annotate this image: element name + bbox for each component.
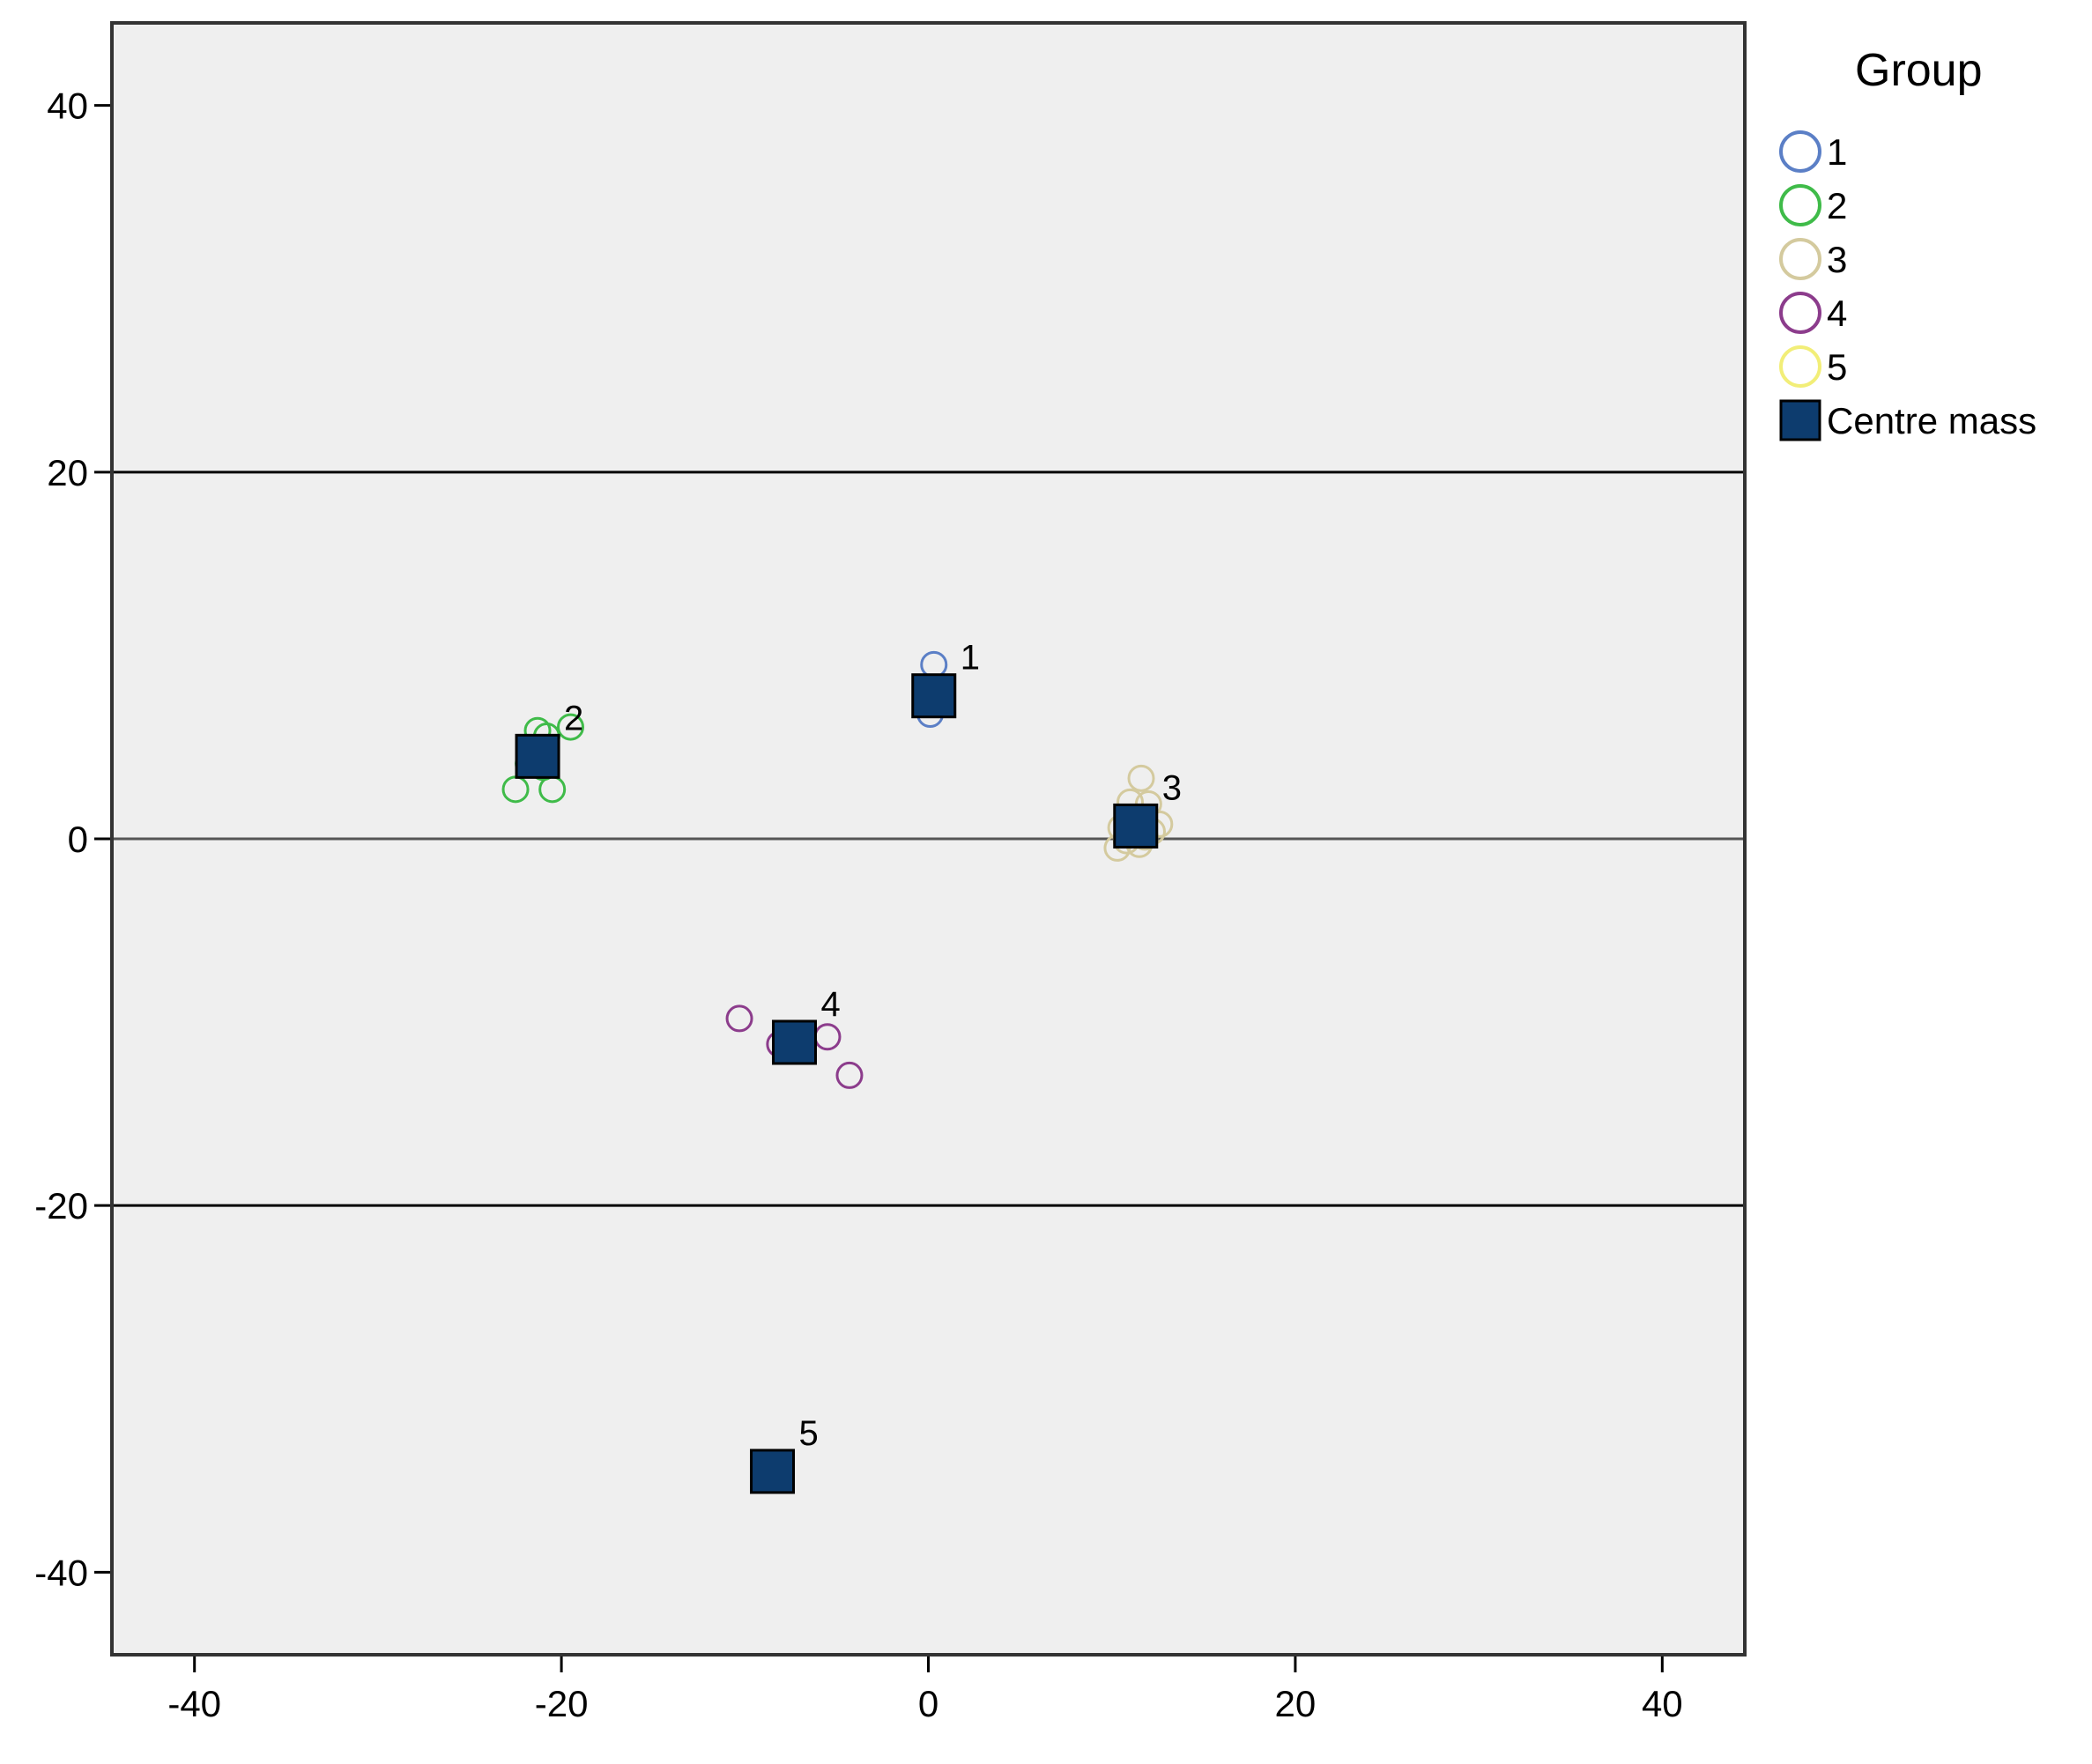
y-axis: -40 -20 0 20 40	[34, 85, 112, 1593]
centroid-2-label: 2	[564, 699, 583, 737]
x-axis: -40 -20 0 20 40	[167, 1655, 1683, 1724]
centroid-4-label: 4	[821, 985, 841, 1024]
centroid-1-marker	[911, 673, 957, 719]
centroid-3-label: 3	[1162, 768, 1182, 807]
centroid-4-marker	[772, 1019, 818, 1065]
centroid-markers: 1 2 3 4 5	[515, 639, 1182, 1494]
y-tick-label: 40	[47, 85, 88, 127]
legend-group-4-label: 4	[1827, 293, 1847, 334]
legend-group-1-label: 1	[1827, 131, 1847, 173]
x-tick-label: 40	[1642, 1683, 1683, 1724]
legend-group-4-marker	[1779, 292, 1821, 334]
x-tick-label: 0	[918, 1683, 938, 1724]
group-4-point	[835, 1061, 864, 1089]
centroid-2-marker	[515, 733, 560, 779]
legend-group-5-label: 5	[1827, 346, 1847, 388]
legend-centroid-marker	[1779, 399, 1821, 441]
legend-group-3-marker	[1779, 238, 1821, 280]
group-2-point	[557, 713, 585, 741]
plot-border	[110, 21, 1747, 1657]
legend-centroid-label: Centre mass	[1827, 400, 2036, 441]
reference-lines	[112, 471, 1745, 1207]
centroid-3-marker	[1113, 803, 1159, 849]
y-tick-label: 0	[68, 819, 88, 860]
x-tick-label: -20	[535, 1683, 589, 1724]
legend-group-2-label: 2	[1827, 185, 1847, 226]
legend-group-5-marker	[1779, 345, 1821, 388]
x-tick-label: -40	[167, 1683, 221, 1724]
legend-title: Group	[1855, 45, 1983, 96]
group-4-point	[725, 1004, 753, 1033]
x-tick-label: 20	[1275, 1683, 1317, 1724]
legend: Group 1 2 3 4 5 Centre mass	[1779, 45, 2036, 441]
legend-items: 1 2 3 4 5 Centre mass	[1779, 130, 2036, 441]
y-tick-label: -20	[34, 1185, 88, 1227]
centroid-5-label: 5	[799, 1414, 819, 1453]
centroid-5-marker	[750, 1449, 796, 1494]
centroid-1-label: 1	[961, 639, 980, 678]
group-3-point	[1127, 764, 1155, 792]
y-tick-label: 20	[47, 452, 88, 493]
legend-group-2-marker	[1779, 184, 1821, 226]
legend-group-1-marker	[1779, 130, 1821, 173]
y-tick-label: -40	[34, 1552, 88, 1593]
legend-group-3-label: 3	[1827, 239, 1847, 280]
